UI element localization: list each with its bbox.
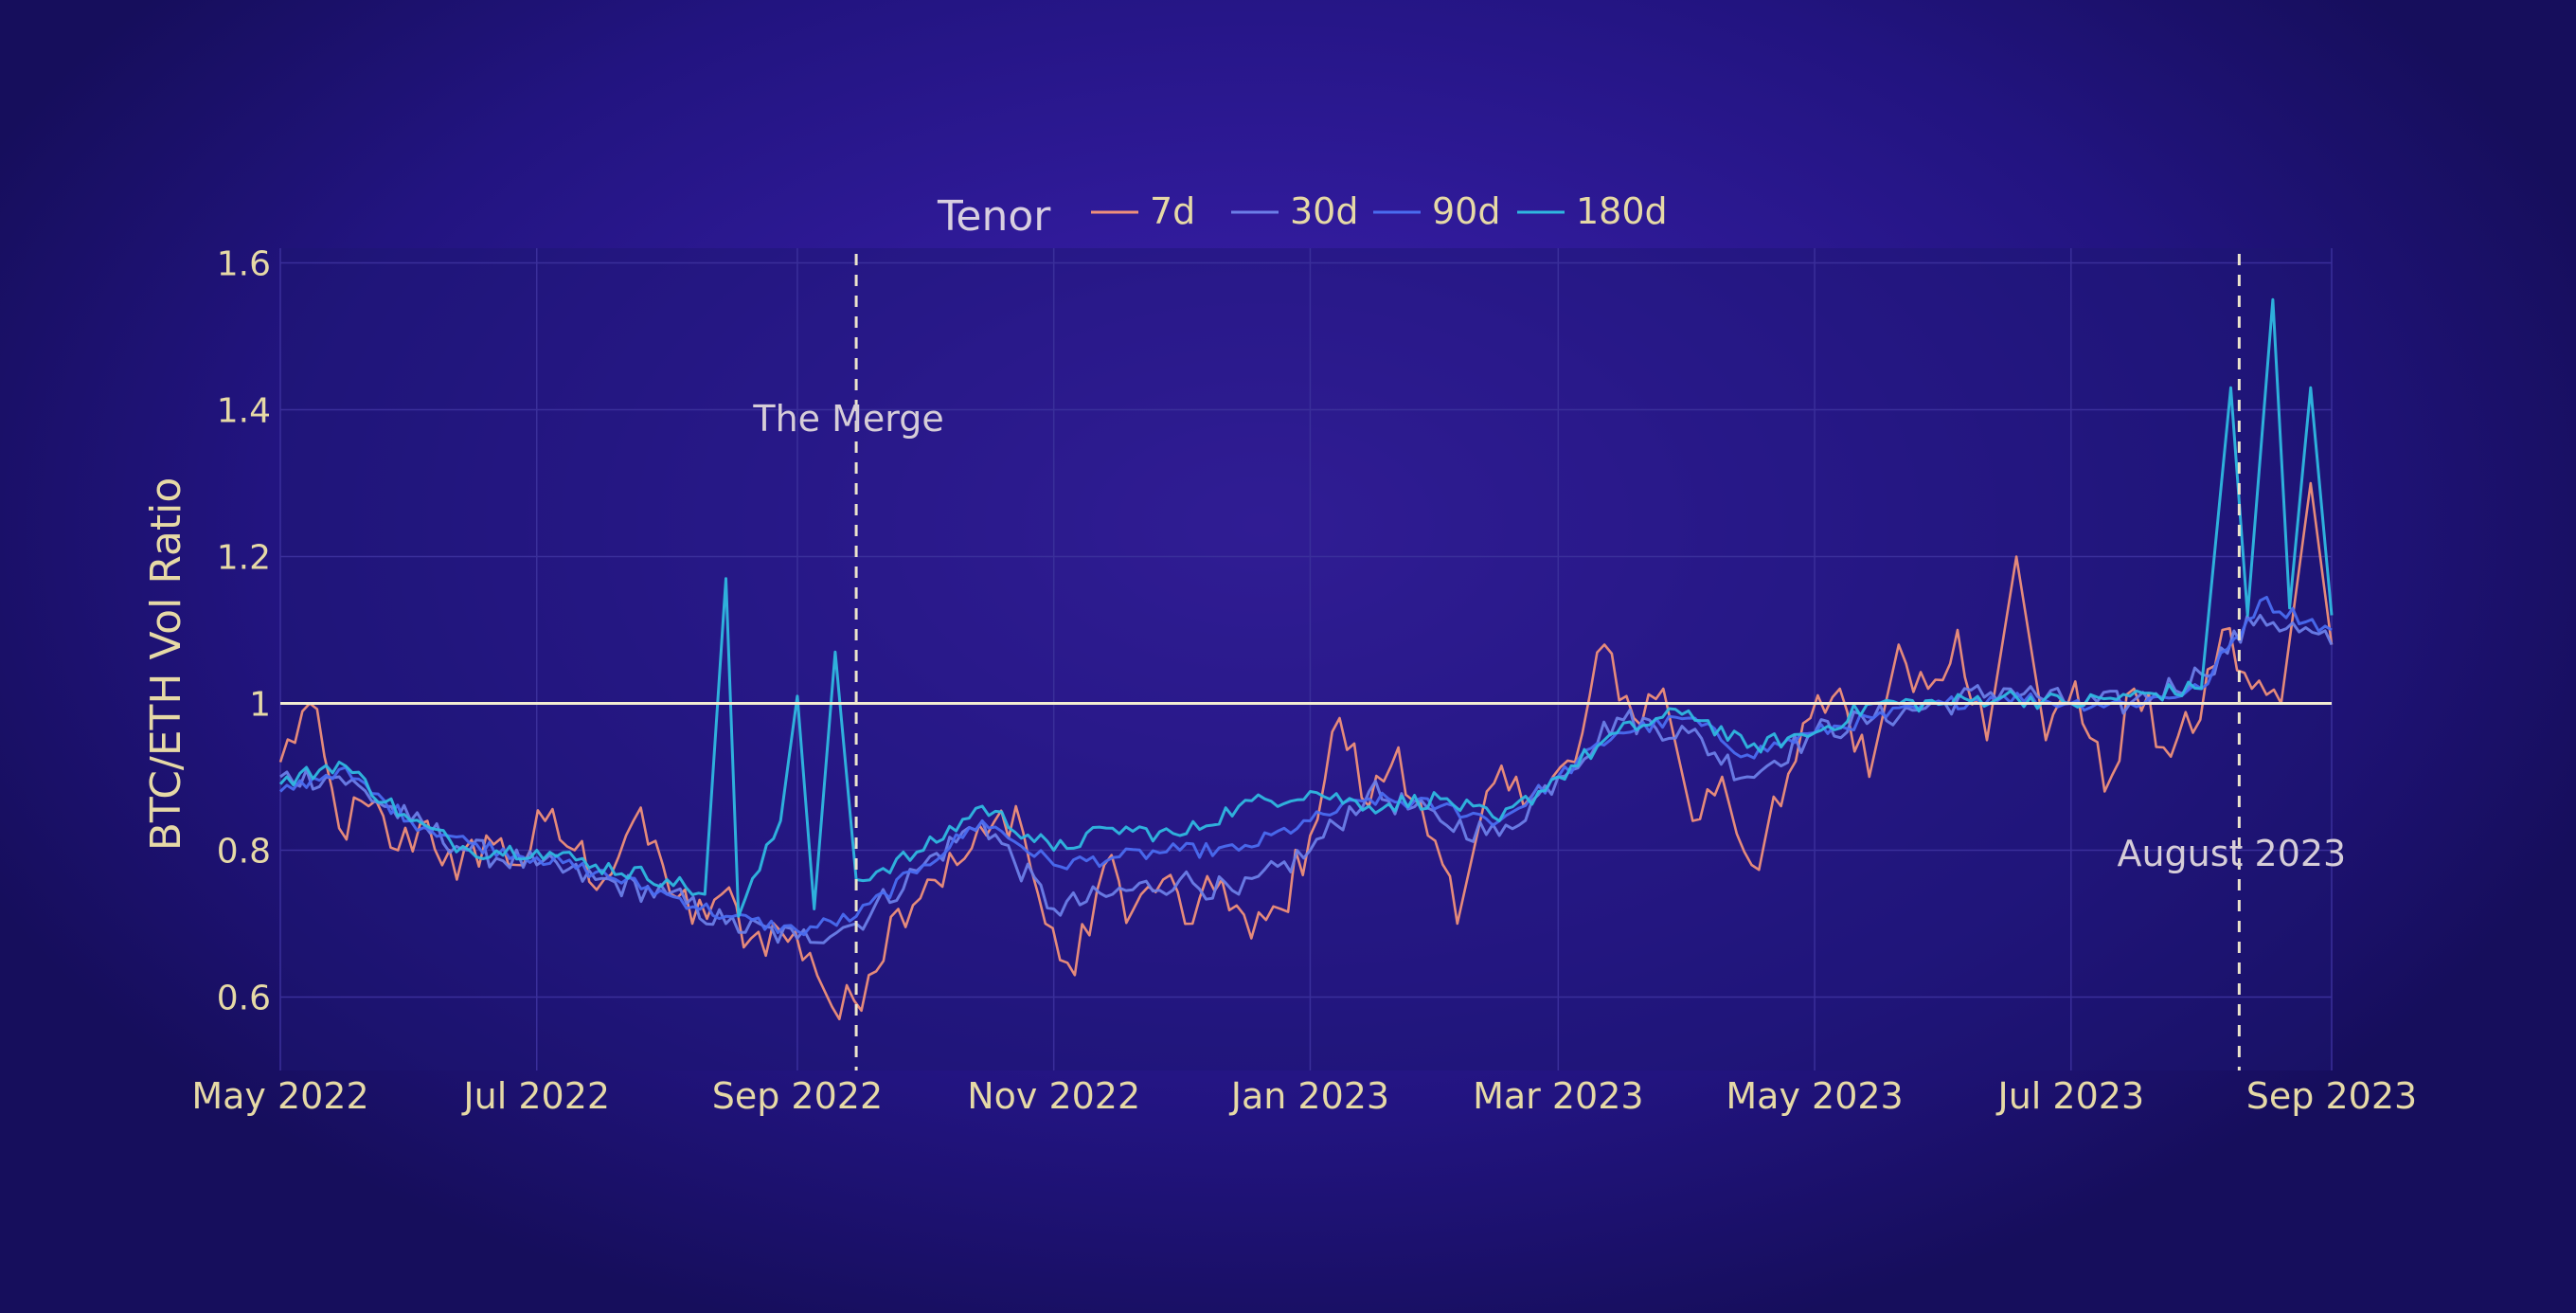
x-tick-label: Mar 2023 xyxy=(1473,1075,1643,1117)
series-line-90d xyxy=(278,595,2333,937)
plot-area xyxy=(280,248,2332,1070)
legend-label: 30d xyxy=(1290,190,1358,232)
y-tick-label: 1 xyxy=(249,686,271,725)
legend-label: 7d xyxy=(1150,190,1195,232)
annotation-label: August 2023 xyxy=(2117,833,2346,874)
x-tick-label: Jul 2022 xyxy=(461,1075,610,1117)
series-line-30d xyxy=(279,614,2334,944)
y-tick-label: 1.2 xyxy=(217,539,271,578)
x-tick-label: Jan 2023 xyxy=(1229,1075,1389,1117)
legend-item-180d[interactable]: 180d xyxy=(1517,190,1668,232)
legend-label: 180d xyxy=(1576,190,1668,232)
x-tick-label: Sep 2023 xyxy=(2246,1075,2417,1117)
x-tick-label: May 2023 xyxy=(1726,1075,1903,1117)
legend-item-30d[interactable]: 30d xyxy=(1231,190,1358,232)
x-tick-label: Jul 2023 xyxy=(1995,1075,2144,1117)
legend-label: 90d xyxy=(1432,190,1500,232)
series-line-7d xyxy=(278,481,2334,1021)
y-tick-label: 1.6 xyxy=(217,245,271,284)
y-tick-label: 0.6 xyxy=(217,980,271,1018)
x-tick-label: May 2022 xyxy=(191,1075,368,1117)
x-tick-label: Nov 2022 xyxy=(967,1075,1140,1117)
y-tick-label: 1.4 xyxy=(217,392,271,431)
annotation-label: The Merge xyxy=(752,398,943,440)
legend-item-90d[interactable]: 90d xyxy=(1373,190,1500,232)
legend-item-7d[interactable]: 7d xyxy=(1091,190,1195,232)
y-axis-title: BTC/ETH Vol Ratio xyxy=(142,477,190,852)
legend-title: Tenor xyxy=(937,192,1051,241)
y-tick-label: 0.8 xyxy=(217,833,271,872)
x-tick-label: Sep 2022 xyxy=(712,1075,883,1117)
